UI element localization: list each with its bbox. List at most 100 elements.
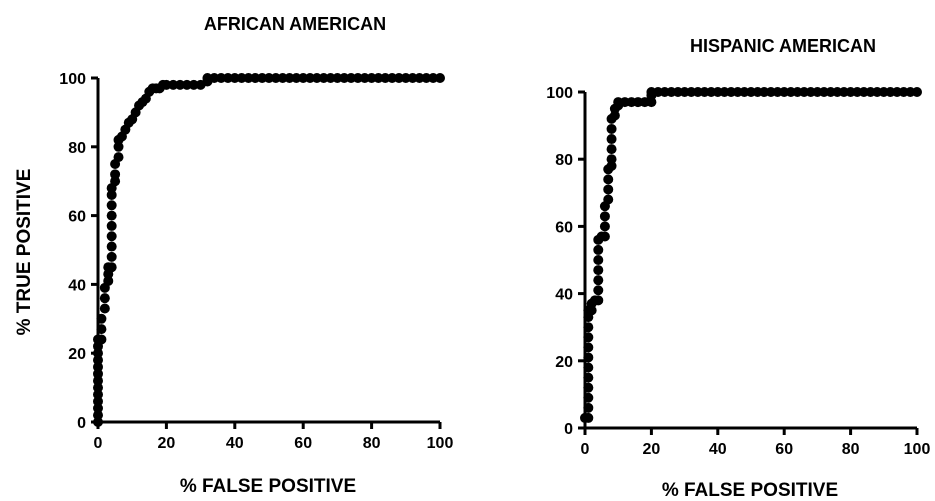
y-tick-label: 60 xyxy=(68,209,86,226)
x-tick-label: 60 xyxy=(294,435,312,452)
data-point xyxy=(250,73,261,83)
data-point xyxy=(593,265,604,276)
tick-group: 0 20 40 60 80 100 0 20 40 60 80 100 xyxy=(546,85,930,458)
data-points xyxy=(580,87,922,423)
tick-group: 0 20 40 60 80 100 0 20 40 60 80 100 xyxy=(59,71,453,452)
x-axis-label: % FALSE POSITIVE xyxy=(180,476,356,497)
x-tick-label: 100 xyxy=(904,441,931,458)
x-tick-label: 0 xyxy=(94,435,103,452)
data-point xyxy=(603,174,614,185)
data-point xyxy=(277,73,288,83)
data-point xyxy=(599,231,610,242)
data-point xyxy=(93,368,103,379)
data-point xyxy=(435,73,445,83)
data-point xyxy=(106,231,117,242)
data-point xyxy=(106,251,117,262)
data-point xyxy=(209,73,220,83)
data-point xyxy=(593,295,604,306)
data-point xyxy=(359,73,370,83)
y-tick-label: 20 xyxy=(555,354,573,371)
data-point xyxy=(93,403,103,414)
data-point xyxy=(583,332,594,343)
data-point xyxy=(216,73,227,83)
x-tick-label: 60 xyxy=(775,441,793,458)
y-axis-label: % TRUE POSITIVE xyxy=(14,169,35,336)
data-point xyxy=(583,392,594,403)
y-tick-label: 40 xyxy=(555,287,573,304)
data-point xyxy=(593,244,604,255)
data-point xyxy=(110,176,121,187)
data-point xyxy=(236,73,247,83)
data-point xyxy=(168,79,179,90)
data-point xyxy=(428,73,439,83)
data-point xyxy=(96,313,107,324)
data-point xyxy=(106,241,117,252)
data-point xyxy=(264,73,274,83)
data-point xyxy=(96,324,107,335)
data-point xyxy=(99,293,110,304)
y-tick-label: 0 xyxy=(77,415,86,432)
data-point xyxy=(93,375,103,386)
data-point xyxy=(380,73,391,83)
data-point xyxy=(606,134,617,145)
x-tick-label: 40 xyxy=(709,441,727,458)
x-tick-label: 100 xyxy=(427,435,454,452)
data-point xyxy=(414,73,425,83)
data-point xyxy=(339,73,350,83)
data-point xyxy=(332,73,343,83)
data-point xyxy=(99,303,110,314)
data-point xyxy=(305,73,316,83)
data-point xyxy=(188,79,199,90)
data-point xyxy=(257,73,268,83)
data-point xyxy=(593,275,604,286)
data-point xyxy=(599,221,610,232)
data-point xyxy=(93,355,103,366)
data-point xyxy=(583,362,594,373)
y-tick-label: 100 xyxy=(59,71,86,88)
data-point xyxy=(603,194,614,205)
data-point xyxy=(113,141,124,152)
data-point xyxy=(106,210,117,221)
data-point xyxy=(352,73,363,83)
data-point xyxy=(270,73,281,83)
y-tick-label: 80 xyxy=(555,152,573,169)
data-point xyxy=(106,220,117,231)
data-point xyxy=(284,73,295,83)
y-tick-label: 0 xyxy=(564,421,573,438)
x-tick-label: 20 xyxy=(643,441,661,458)
data-point xyxy=(366,73,377,83)
x-tick-label: 0 xyxy=(581,441,590,458)
chart-panel-hispanic-american: HISPANIC AMERICAN % FALSE POSITIVE 0 20 40… xyxy=(546,36,930,501)
data-point xyxy=(93,417,103,427)
data-point xyxy=(606,144,617,155)
data-point xyxy=(318,73,329,83)
data-point xyxy=(96,334,107,345)
data-point xyxy=(912,87,922,97)
data-point xyxy=(583,372,594,383)
data-point xyxy=(421,73,432,83)
data-point xyxy=(291,73,302,83)
data-point xyxy=(161,79,172,90)
data-point xyxy=(106,189,117,200)
y-tick-label: 40 xyxy=(68,277,86,294)
data-point xyxy=(106,262,117,273)
data-point xyxy=(103,275,114,286)
data-point xyxy=(603,184,614,195)
y-tick-label: 20 xyxy=(68,346,86,363)
data-point xyxy=(298,73,309,83)
data-point xyxy=(373,73,384,83)
x-tick-label: 20 xyxy=(158,435,176,452)
data-point xyxy=(93,361,103,372)
data-point xyxy=(325,73,336,83)
data-point xyxy=(583,382,594,393)
data-point xyxy=(93,410,103,421)
data-point xyxy=(181,79,192,90)
data-point xyxy=(583,352,594,363)
x-tick-label: 80 xyxy=(363,435,381,452)
data-point xyxy=(583,322,594,333)
data-point xyxy=(606,154,617,165)
x-tick-label: 80 xyxy=(842,441,860,458)
data-point xyxy=(202,73,213,83)
data-point xyxy=(583,402,594,413)
